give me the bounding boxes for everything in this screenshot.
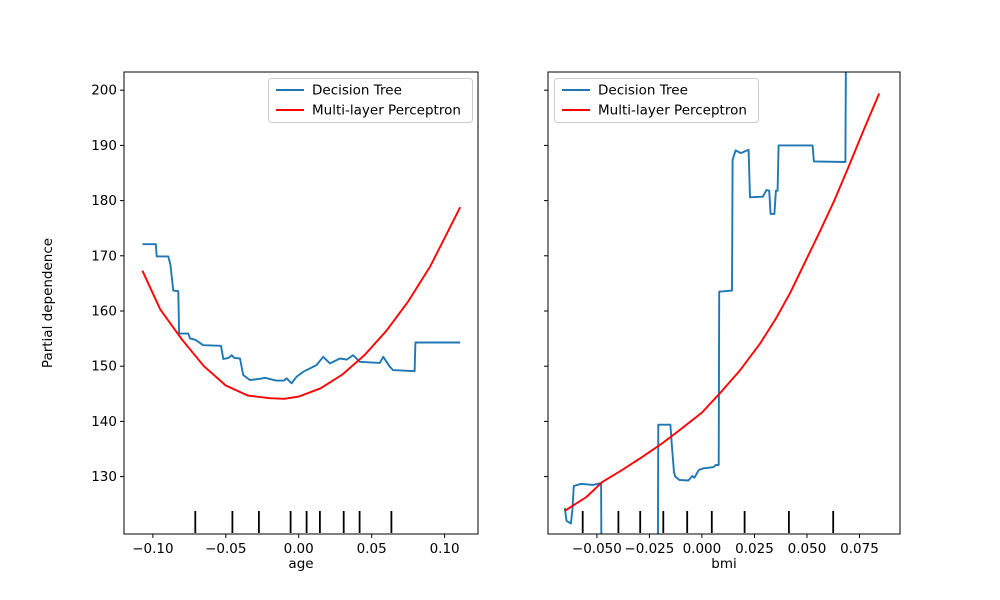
x-tick-label: −0.050: [572, 541, 622, 557]
x-tick-label: 0.075: [840, 541, 879, 557]
y-tick-label: 180: [91, 193, 117, 209]
x-tick-label: 0.025: [735, 541, 774, 557]
legend-label: Multi-layer Perceptron: [312, 103, 461, 119]
x-tick-label: −0.05: [205, 541, 246, 557]
axes-frame: [123, 71, 479, 535]
x-tick-label: 0.05: [357, 541, 387, 557]
legend-box: [268, 78, 473, 123]
axes-frame: [547, 71, 901, 535]
y-tick-label: 190: [91, 138, 117, 154]
x-tick-label: 0.10: [430, 541, 460, 557]
plot-area: [563, 72, 881, 534]
decision-tree-line: [142, 243, 461, 385]
legend-label: Decision Tree: [312, 83, 402, 99]
y-tick-label: 140: [91, 414, 117, 430]
plot-age: 130 140 150 160 170 180 190 200 −0.10 −0.05 0.00 0.…: [91, 71, 479, 572]
y-axis-label: Partial dependence: [40, 238, 56, 368]
x-tick-label: 0.050: [788, 541, 827, 557]
multi-layer-perceptron-line: [564, 93, 881, 512]
legend-box: [554, 78, 759, 123]
x-tick-label: −0.025: [624, 541, 674, 557]
x-axis-label: bmi: [711, 556, 736, 572]
decision-tree-line: [563, 72, 847, 534]
y-tick-label: 170: [91, 248, 117, 264]
plot-bmi: −0.050 −0.025 0.000 0.025 0.050 0.075 bmi Decis…: [544, 71, 901, 572]
y-tick-label: 130: [91, 469, 117, 485]
legend-label: Decision Tree: [598, 83, 688, 99]
x-tick-label: 0.00: [284, 541, 314, 557]
multi-layer-perceptron-line: [141, 206, 462, 400]
y-tick-label: 150: [91, 359, 117, 375]
x-tick-label: 0.000: [683, 541, 722, 557]
x-axis-label: age: [288, 556, 313, 572]
legend-label: Multi-layer Perceptron: [598, 103, 747, 119]
plot-area: [141, 206, 462, 400]
x-tick-label: −0.10: [132, 541, 173, 557]
y-tick-label: 200: [91, 83, 117, 99]
y-tick-label: 160: [91, 304, 117, 320]
